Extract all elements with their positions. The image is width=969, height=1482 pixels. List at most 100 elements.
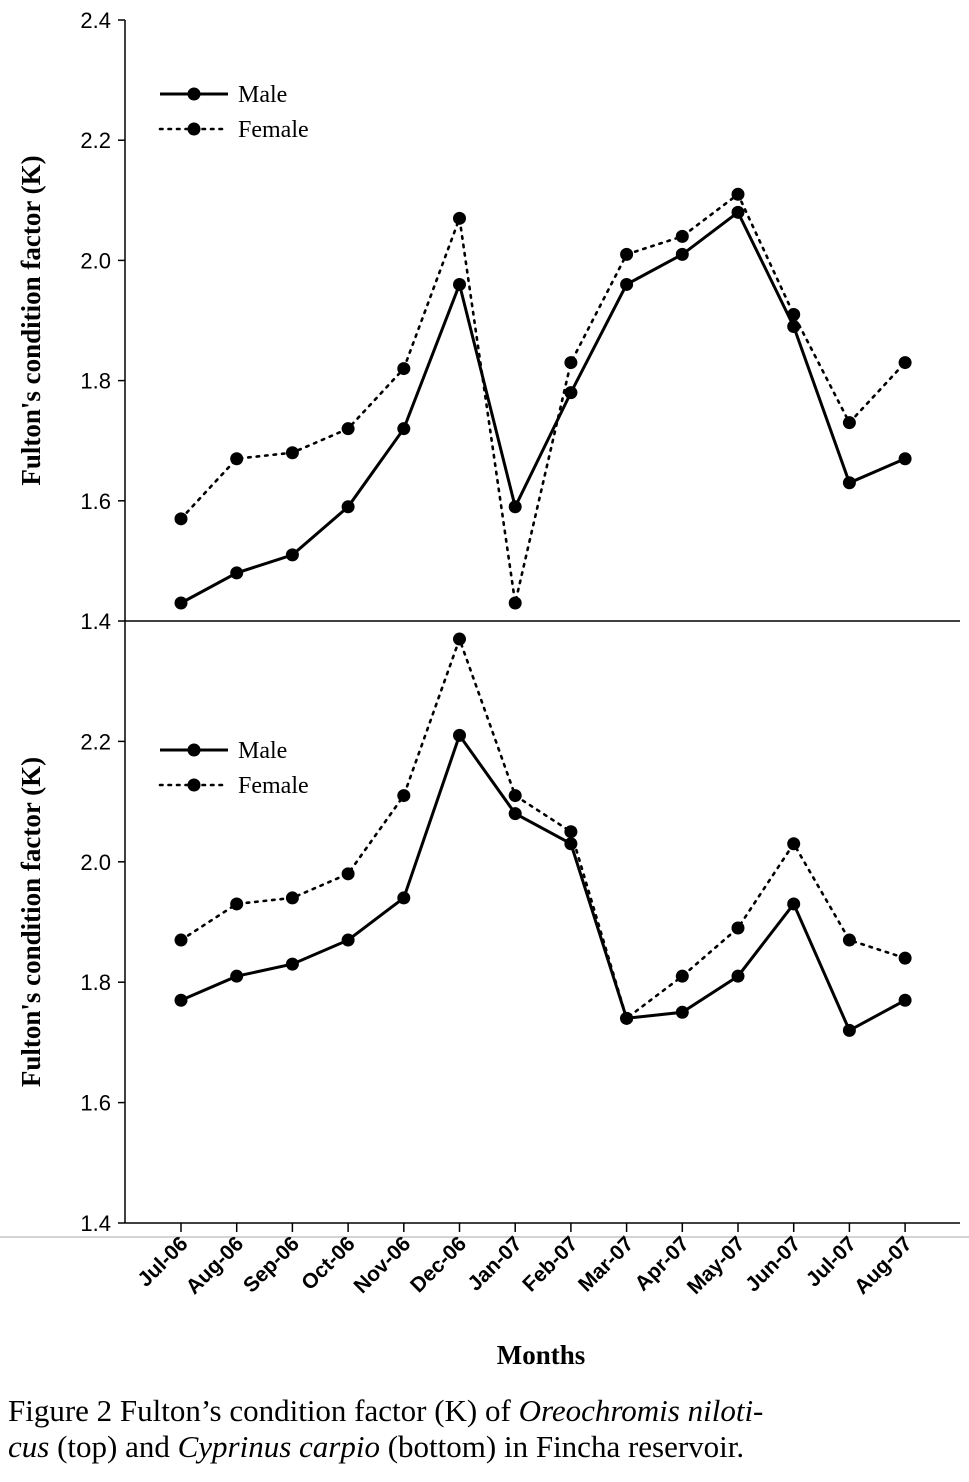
data-point-female [230, 452, 244, 466]
y-axis-title: Fulton's condition factor (K) [16, 757, 46, 1087]
data-point-male [508, 500, 522, 514]
y-tick-label: 1.6 [80, 1091, 111, 1116]
data-point-male [230, 969, 244, 983]
data-point-female [174, 933, 188, 947]
x-axis-title: Months [497, 1340, 586, 1370]
data-point-male [898, 993, 912, 1007]
caption-text-3: (bottom) in Fincha reservoir. [379, 1429, 745, 1464]
data-point-male [230, 566, 244, 580]
y-tick-label: 1.8 [80, 369, 111, 394]
data-point-male [842, 1023, 856, 1037]
y-tick-label: 1.8 [80, 970, 111, 995]
data-point-male [787, 320, 801, 334]
data-point-female [285, 446, 299, 460]
data-point-male [898, 452, 912, 466]
y-axis-title: Fulton's condition factor (K) [16, 155, 46, 485]
data-point-male [731, 969, 745, 983]
data-point-male [397, 422, 411, 436]
data-point-female [397, 789, 411, 803]
x-tick-label: May-07 [683, 1232, 750, 1299]
data-point-female [508, 596, 522, 610]
data-point-male [787, 897, 801, 911]
series-line-male [180, 732, 906, 1033]
data-point-female [620, 247, 634, 261]
legend-marker-female [187, 778, 201, 792]
y-tick-label: 2.0 [80, 248, 111, 273]
x-tick-label: Apr-07 [631, 1232, 694, 1295]
data-point-female [675, 229, 689, 243]
chart-panel-top: 1.4 1.6 1.8 2.0 2.2 2.4 Fulton's condition fac… [16, 8, 912, 634]
data-point-male [731, 205, 745, 219]
x-tick-label: Nov-06 [350, 1232, 416, 1298]
data-point-female [397, 362, 411, 376]
chart-svg: 1.4 1.6 1.8 2.0 2.2 2.4 Fulton's condition fac… [0, 8, 969, 1370]
x-tick-label: Sep-06 [239, 1232, 304, 1297]
data-point-female [620, 1011, 634, 1025]
data-point-female [341, 867, 355, 881]
y-tick-label: 2.2 [80, 729, 111, 754]
x-tick-label: Jan-07 [463, 1232, 526, 1295]
x-tick-label: Jun-07 [741, 1232, 805, 1296]
data-point-male [341, 500, 355, 514]
data-point-female [508, 789, 522, 803]
data-point-female [174, 512, 188, 526]
series-line-female [179, 635, 907, 1021]
data-point-female [787, 837, 801, 851]
data-point-female [731, 921, 745, 935]
legend-label-female: Female [238, 117, 309, 143]
y-tick-label: 1.4 [80, 1211, 111, 1236]
data-point-male [285, 548, 299, 562]
data-point-female [564, 825, 578, 839]
data-point-female [230, 897, 244, 911]
legend-label-male: Male [238, 738, 287, 764]
legend-label-female: Female [238, 773, 309, 799]
series-line-female [179, 192, 907, 604]
data-point-female [453, 632, 466, 646]
legend-marker-female [187, 122, 201, 136]
data-point-male [842, 476, 856, 490]
data-point-male [675, 1005, 689, 1019]
y-tick-label: 2.2 [80, 128, 111, 153]
series-line-male [180, 210, 906, 605]
caption-species-1: Oreochromis niloti- [518, 1393, 764, 1428]
x-tick-label: Feb-07 [518, 1232, 582, 1296]
legend-marker-male [187, 87, 201, 101]
data-point-female [675, 969, 689, 983]
chart-panel-bottom: 1.4 1.6 1.8 2.0 2.2 Fulton's condition factor… [16, 621, 912, 1236]
y-tick-label: 1.4 [80, 609, 111, 634]
caption-species-1b: cus [8, 1429, 50, 1464]
data-point-female [285, 891, 299, 905]
data-point-male [620, 277, 634, 291]
legend-marker-male [187, 743, 201, 757]
data-point-female [787, 307, 801, 321]
data-point-male [341, 933, 355, 947]
caption-species-2: Cyprinus carpio [177, 1429, 380, 1464]
caption-text-1: Figure 2 Fulton’s condition factor (K) o… [8, 1393, 519, 1428]
data-point-female [898, 356, 912, 370]
figure-caption: Figure 2 Fulton’s condition factor (K) o… [8, 1393, 958, 1465]
data-point-female [898, 951, 912, 965]
caption-text-2: (top) and [49, 1429, 178, 1464]
data-point-male [174, 596, 188, 610]
data-point-male [174, 993, 188, 1007]
x-tick-label: Dec-06 [406, 1232, 471, 1297]
x-tick-label: Mar-07 [574, 1232, 638, 1296]
data-point-female [564, 356, 578, 370]
x-tick-label: Aug-07 [850, 1232, 917, 1299]
data-point-female [453, 211, 466, 225]
data-point-female [842, 933, 856, 947]
legend-label-male: Male [238, 82, 287, 108]
data-point-male [508, 807, 522, 821]
data-point-male [453, 277, 466, 291]
data-point-male [453, 728, 466, 742]
data-point-female [341, 422, 355, 436]
data-point-male [285, 957, 299, 971]
data-point-female [842, 416, 856, 430]
data-point-male [564, 837, 578, 851]
data-point-male [564, 386, 578, 400]
data-point-female [731, 187, 745, 201]
y-tick-label: 1.6 [80, 489, 111, 514]
x-tick-label: Aug-06 [182, 1232, 249, 1299]
x-tick-label: Oct-06 [297, 1232, 359, 1294]
